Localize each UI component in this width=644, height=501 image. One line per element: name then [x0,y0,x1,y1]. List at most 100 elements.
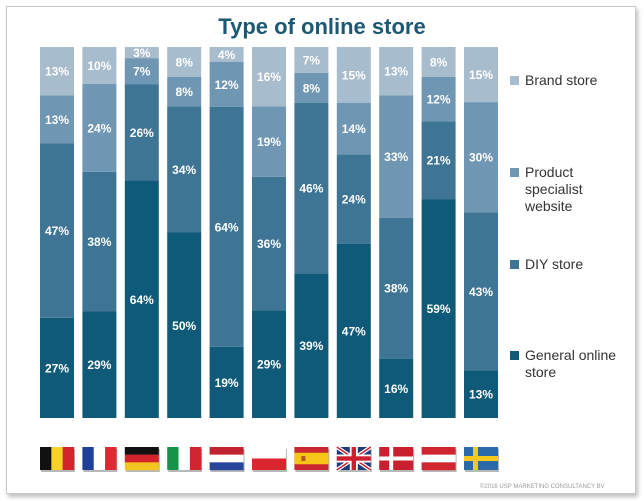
data-label: 3% [133,46,151,60]
bar-segment [336,154,371,244]
data-label: 38% [384,282,408,296]
data-label: 8% [430,55,448,69]
bar-segment [464,102,498,213]
legend-label: Brand store [525,72,598,88]
bar-segment [167,232,202,418]
bar-segment [40,317,74,418]
bar-segment [336,102,371,155]
bar-united-kingdom: 47% 24% 14% 15% [336,47,371,418]
italy-flag-icon [167,447,203,472]
bar-segment [421,199,456,418]
data-label: 12% [215,78,239,92]
bar-spain: 39% 46% 8% 7% [294,47,329,418]
data-label: 19% [215,376,239,390]
data-label: 21% [427,154,451,168]
data-label: 8% [176,55,194,69]
data-label: 43% [469,285,493,299]
bar-segment [252,106,286,177]
uk-flag-icon [335,445,372,472]
bar-segment [379,358,414,418]
data-label: 14% [342,122,366,136]
bar-belgium: 27% 47% 13% 13% [40,47,74,418]
bar-segment [464,370,498,418]
bar-italy: 50% 34% 8% 8% [167,47,202,418]
germany-flag-icon [124,447,160,472]
legend-swatch [510,76,519,85]
data-label: 34% [172,163,196,177]
legend-label: Product specialist website [525,164,583,214]
copyright-text: ©2016 USP MARKETING CONSULTANCY BV [480,484,605,490]
bar-segment [40,95,74,144]
data-label: 38% [87,235,111,249]
bar-segment [294,47,329,73]
data-label: 13% [469,388,493,402]
bar-segment [209,47,244,62]
data-label: 8% [176,85,194,99]
data-label: 4% [218,48,236,62]
legend-swatch [510,351,519,360]
bar-denmark: 16% 38% 33% 13% [379,47,414,418]
bar-segment [379,95,414,218]
bar-segment [209,346,244,418]
data-label: 59% [427,302,451,316]
data-label: 24% [342,193,366,207]
data-label: 64% [130,293,154,307]
bar-segment [421,121,456,200]
data-label: 13% [45,113,69,127]
bar-segment [209,106,244,347]
data-label: 33% [384,150,408,164]
data-label: 10% [87,59,111,73]
bar-segment [294,273,329,418]
legend-label: General online store [525,347,617,380]
bar-segment [336,243,371,418]
bar-segment [294,72,329,103]
bar-netherlands: 19% 64% 12% 4% [209,47,244,418]
data-label: 7% [133,65,151,79]
bar-segment [464,212,498,371]
data-label: 13% [45,65,69,79]
bar-segment [379,217,414,359]
denmark-flag-icon [379,447,415,472]
bar-segment [124,84,159,181]
bar-segment [464,47,498,103]
data-label: 8% [303,81,321,95]
data-label: 47% [45,224,69,238]
bar-segment [124,180,159,418]
bar-segment [82,311,117,418]
bar-segment [252,47,286,107]
data-label: 39% [299,339,323,353]
legend-label: DIY store [525,256,584,272]
netherlands-flag-icon [209,447,245,472]
bar-germany: 64% 26% 7% 3% [124,46,159,418]
bar-segment [252,176,286,311]
data-label: 13% [384,65,408,79]
data-label: 26% [130,126,154,140]
legend-swatch [510,260,519,269]
data-label: 29% [257,358,281,372]
sweden-flag-icon [464,447,499,472]
data-label: 50% [172,319,196,333]
bar-segment [209,61,244,107]
bar-segment [252,310,286,418]
data-label: 64% [215,220,239,234]
bar-segment [40,143,74,318]
bar-segment [82,171,117,312]
data-label: 15% [342,68,366,82]
data-label: 36% [257,237,281,251]
france-flag-icon [82,447,118,472]
bar-segment [336,47,371,103]
bar-segment [82,83,117,172]
data-label: 29% [87,358,111,372]
data-label: 16% [384,382,408,396]
data-label: 16% [257,70,281,84]
bar-segment [124,58,159,85]
spain-flag-icon [294,447,330,472]
data-label: 46% [299,181,323,195]
data-label: 27% [45,361,69,375]
poland-flag-icon [252,447,287,472]
belgium-flag-icon [40,447,75,472]
bar-segment [40,47,74,96]
data-label: 19% [257,135,281,149]
bar-segment [421,47,456,77]
